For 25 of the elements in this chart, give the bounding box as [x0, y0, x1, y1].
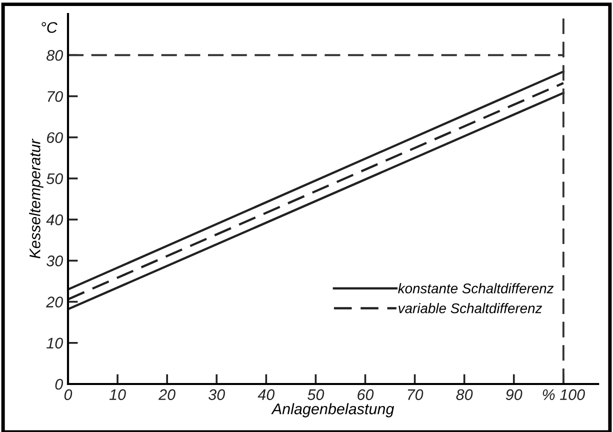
y-tick-label: 60	[47, 132, 64, 144]
y-tick-label: 50	[46, 173, 64, 184]
y-tick-label: 80	[46, 50, 64, 61]
x-tick-label: 50	[308, 389, 324, 400]
x-tick-label: 10	[109, 389, 126, 400]
x-tick-label: 80	[456, 389, 473, 400]
x-tick-label: 0	[64, 389, 72, 400]
x-tick-label: 30	[208, 389, 225, 400]
y-tick-label: 40	[46, 214, 64, 226]
x-tick-label: 40	[258, 389, 275, 400]
x-axis-title: Anlagenbelastung	[271, 403, 394, 418]
y-tick-label: 70	[48, 91, 64, 102]
y-tick-label: 20	[46, 296, 64, 308]
x-tick-label: 20	[158, 389, 176, 400]
x-tick-label: 90	[506, 389, 522, 400]
x-tick-label: 70	[408, 389, 424, 400]
y-tick-label: 30	[46, 256, 64, 266]
y-tick-label: 10	[46, 338, 64, 349]
legend-label: variable Schaltdifferenz	[398, 303, 542, 314]
y-tick-label: 0	[55, 378, 64, 390]
text: °C	[42, 22, 58, 33]
x-tick-label: 60	[358, 389, 374, 400]
y-axis-title: Kesseltemperatur	[29, 138, 44, 258]
x-tick-label: % 100	[542, 389, 585, 400]
legend-label: konstante Schaltdifferenz	[398, 283, 554, 294]
